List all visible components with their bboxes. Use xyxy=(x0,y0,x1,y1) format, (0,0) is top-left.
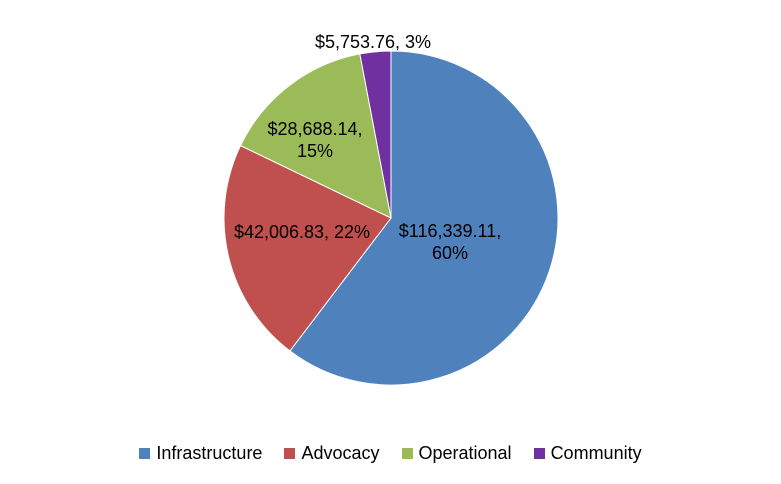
legend-label: Advocacy xyxy=(301,442,380,463)
legend-item-community: Community xyxy=(533,442,642,464)
legend-label: Operational xyxy=(418,442,512,463)
pie-slice-community xyxy=(359,50,392,219)
legend-label: Infrastructure xyxy=(156,442,263,463)
data-label-community: $5,753.76, 3% xyxy=(315,32,431,52)
legend-swatch xyxy=(401,447,413,459)
pie-slices xyxy=(223,50,559,386)
legend-item-operational: Operational xyxy=(401,442,512,464)
legend: Infrastructure Advocacy Operational Communi… xyxy=(0,440,781,466)
data-label-operational: $28,688.14, 15% xyxy=(267,119,362,161)
data-labels: $116,339.11, 60% $42,006.83, 22% $28,688.14… xyxy=(234,32,501,263)
pie-slice-operational xyxy=(239,53,392,219)
legend-label: Community xyxy=(550,442,642,463)
legend-swatch xyxy=(284,447,296,459)
data-label-advocacy: $42,006.83, 22% xyxy=(234,222,370,242)
legend-item-advocacy: Advocacy xyxy=(284,442,380,464)
legend-item-infrastructure: Infrastructure xyxy=(139,443,262,464)
pie-slice-advocacy xyxy=(223,144,392,352)
legend-swatch xyxy=(533,447,545,459)
pie-slice-infrastructure xyxy=(289,50,559,386)
legend-swatch xyxy=(139,447,151,459)
data-label-infrastructure: $116,339.11, 60% xyxy=(399,221,501,263)
